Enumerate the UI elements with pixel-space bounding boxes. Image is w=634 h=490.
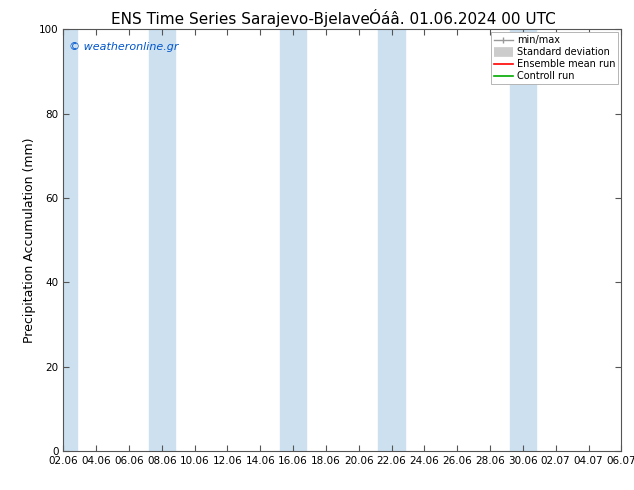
Bar [149,29,175,451]
Text: ENS Time Series Sarajevo-Bjelave: ENS Time Series Sarajevo-Bjelave [112,12,370,27]
Text: Óáâ. 01.06.2024 00 UTC: Óáâ. 01.06.2024 00 UTC [370,12,556,27]
Legend: min/max, Standard deviation, Ensemble mean run, Controll run: min/max, Standard deviation, Ensemble me… [491,32,618,84]
Bar [280,29,306,451]
Bar [378,29,404,451]
Y-axis label: Precipitation Accumulation (mm): Precipitation Accumulation (mm) [23,137,36,343]
Bar [510,29,536,451]
Text: © weatheronline.gr: © weatheronline.gr [69,42,179,52]
Bar [50,29,77,451]
